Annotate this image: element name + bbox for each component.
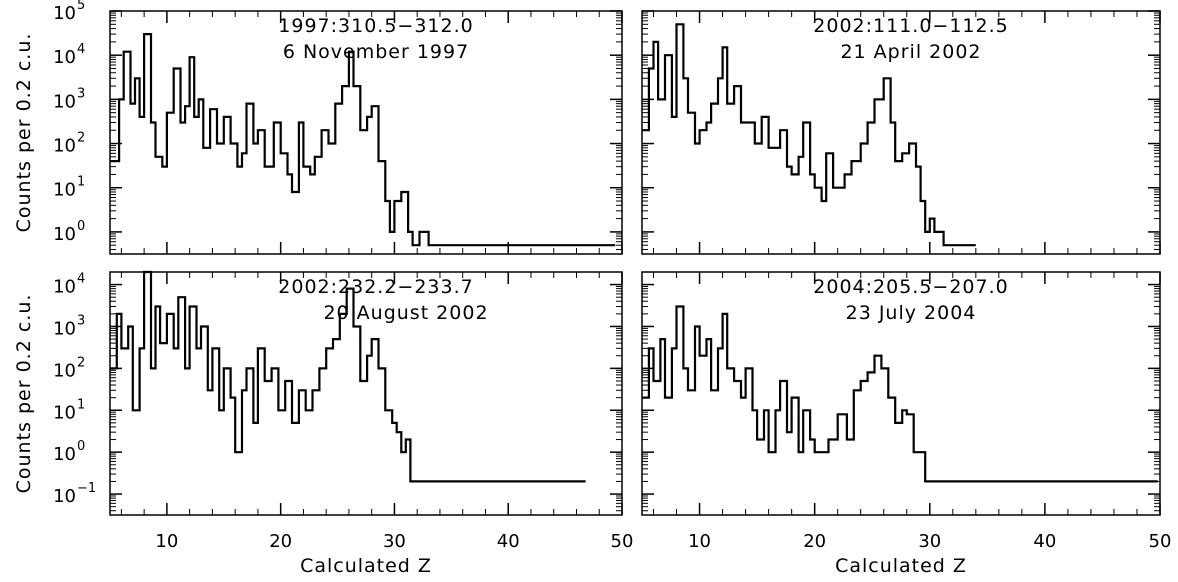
y-tick-label: 10	[53, 180, 76, 201]
plot-frame	[641, 10, 1161, 255]
y-tick-exponent: 2	[77, 355, 85, 370]
y-tick-exponent: 0	[77, 219, 85, 234]
y-tick-label: 10	[53, 91, 76, 112]
y-tick-label: 10	[53, 486, 76, 507]
x-axis-label: Calculated Z	[300, 555, 432, 577]
y-tick-label: 10	[53, 402, 76, 423]
plot-frame	[109, 10, 623, 255]
y-tick-label: 10	[53, 444, 76, 465]
panel-4: 10 20 30 40 50 2004:205.5−207.0 23 July 2004 Ca…	[641, 271, 1172, 577]
y-tick-label: 10	[53, 224, 76, 245]
y-tick-exponent: 3	[77, 86, 85, 101]
panel-title-line1: 2002:111.0−112.5	[813, 15, 1008, 37]
y-tick-exponent: 1	[77, 397, 85, 412]
x-tick-label: 10	[688, 531, 711, 552]
y-tick-exponent: 1	[77, 175, 85, 190]
x-tick-label: 30	[918, 531, 941, 552]
x-tick-label: 40	[497, 531, 520, 552]
panel-3: 10 −110 010 110 210 310 410 20 30 40 502002:232.2−…	[13, 270, 634, 577]
histogram-line	[110, 270, 586, 483]
panel-title-line2: 23 July 2004	[846, 302, 977, 324]
panel-2: 2002:111.0−112.5 21 April 2002	[641, 10, 1161, 255]
plot-frame	[641, 271, 1161, 516]
histogram-line	[642, 305, 1158, 483]
panel-title-line2: 20 August 2002	[323, 302, 488, 324]
x-tick-label: 40	[1033, 531, 1056, 552]
y-tick-label: 10	[53, 47, 76, 68]
y-axis-label: Counts per 0.2 c.u.	[13, 294, 35, 494]
x-tick-label: 50	[1149, 531, 1172, 552]
y-tick-exponent: −1	[77, 481, 96, 496]
y-tick-exponent: 4	[77, 42, 85, 57]
y-tick-label: 10	[53, 136, 76, 157]
histogram-line	[110, 33, 616, 247]
x-tick-label: 30	[383, 531, 406, 552]
plot-frame	[109, 271, 623, 516]
x-tick-label: 10	[155, 531, 178, 552]
y-tick-exponent: 0	[77, 439, 85, 454]
y-tick-exponent: 3	[77, 313, 85, 328]
y-tick-exponent: 2	[77, 131, 85, 146]
x-axis-label: Calculated Z	[835, 555, 967, 577]
panel-title-line1: 1997:310.5−312.0	[278, 15, 473, 37]
y-tick-label: 10	[53, 3, 76, 24]
y-tick-label: 10	[53, 318, 76, 339]
y-axis-label: Counts per 0.2 c.u.	[13, 33, 35, 233]
y-tick-exponent: 5	[77, 0, 85, 13]
x-tick-label: 20	[803, 531, 826, 552]
histogram-line	[642, 23, 976, 247]
panel-title-line1: 2002:232.2−233.7	[278, 276, 473, 298]
y-tick-label: 10	[53, 277, 76, 298]
panel-title-line1: 2004:205.5−207.0	[813, 276, 1008, 298]
panel-title-line2: 21 April 2002	[840, 41, 981, 63]
y-tick-label: 10	[53, 360, 76, 381]
x-tick-label: 50	[611, 531, 634, 552]
panel-title-line2: 6 November 1997	[283, 41, 469, 63]
x-tick-label: 20	[269, 531, 292, 552]
y-tick-exponent: 4	[77, 272, 85, 287]
